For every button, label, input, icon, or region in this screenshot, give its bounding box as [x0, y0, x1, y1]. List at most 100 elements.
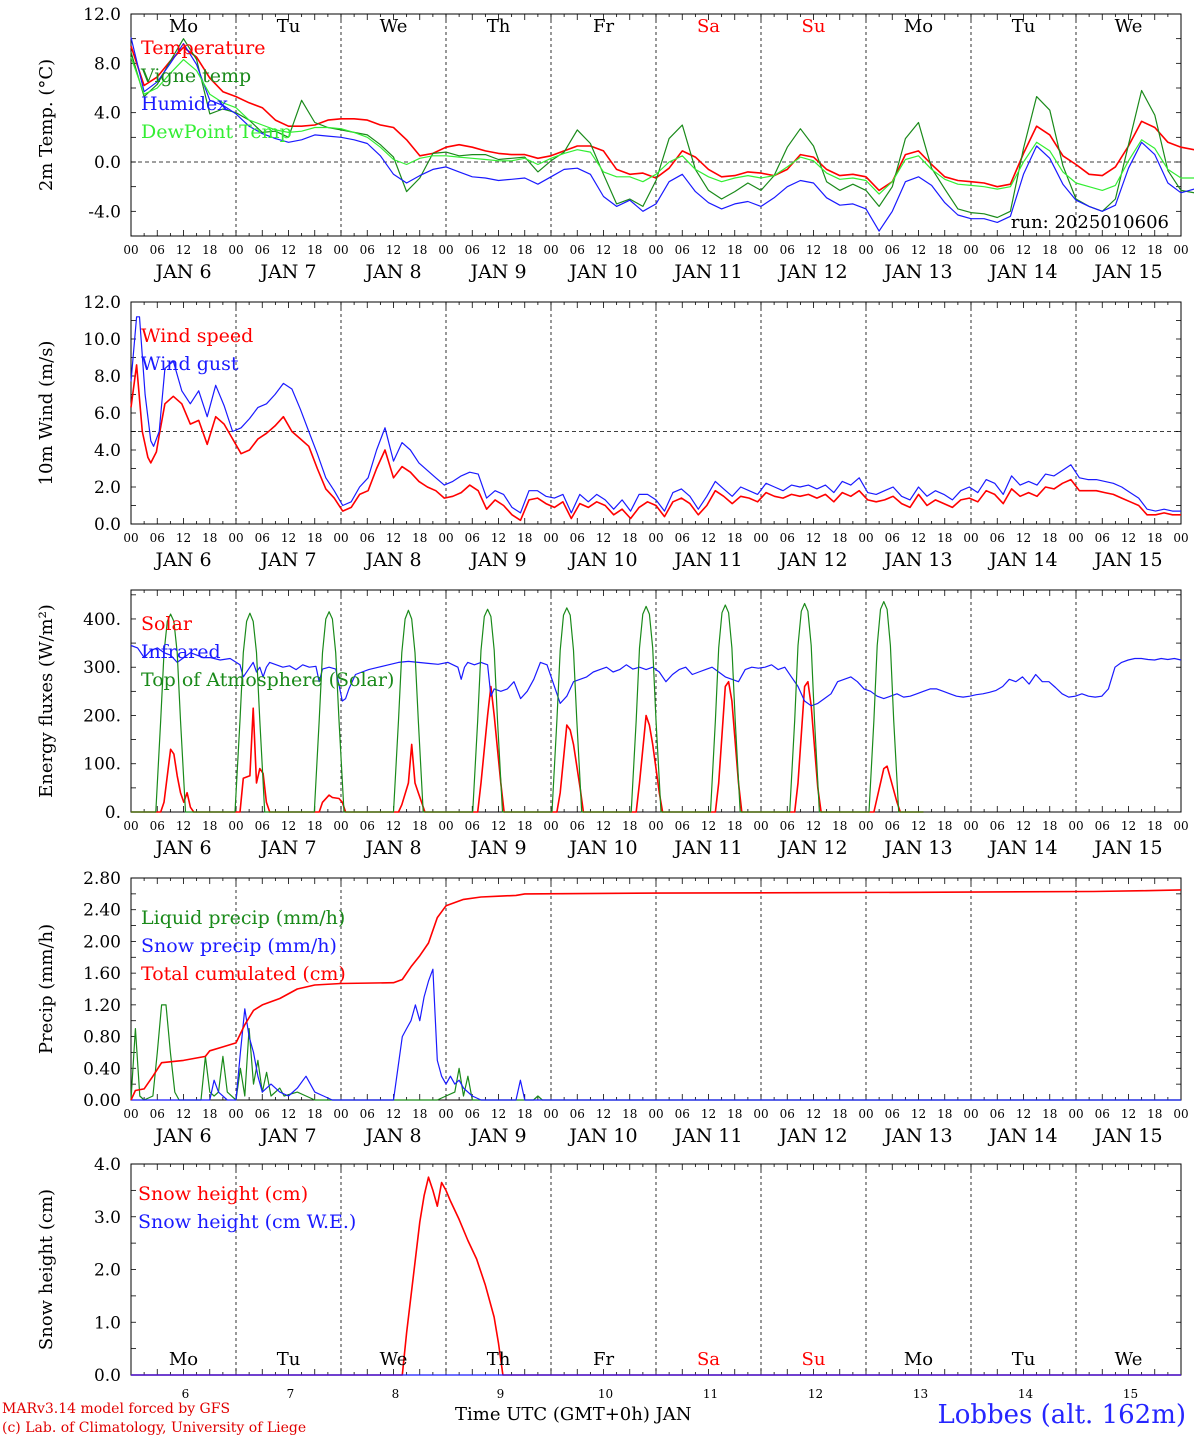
y-axis-title: 10m Wind (m/s): [36, 341, 57, 486]
hour-label: 12: [1016, 1107, 1031, 1121]
hour-label: 18: [412, 819, 427, 833]
hour-label: 18: [622, 531, 637, 545]
hour-label: 18: [832, 531, 847, 545]
hour-label: 12: [1121, 243, 1136, 257]
hour-label: 12: [491, 1107, 506, 1121]
date-label: JAN 6: [153, 549, 211, 571]
hour-label: 12: [911, 1107, 926, 1121]
hour-label: 06: [885, 819, 900, 833]
hour-label: 12: [806, 819, 821, 833]
hour-label: 18: [1147, 531, 1162, 545]
weekday-label: Su: [802, 16, 826, 37]
y-tick-label: 8.0: [94, 54, 121, 74]
hour-label: 00: [858, 819, 873, 833]
date-label: JAN 8: [363, 261, 421, 283]
hour-label: 06: [570, 243, 585, 257]
hour-label: 18: [1042, 819, 1057, 833]
hour-label: 18: [622, 243, 637, 257]
weekday-label: Tu: [1012, 1349, 1036, 1370]
hour-label: 06: [465, 531, 480, 545]
date-label: JAN 10: [567, 549, 637, 571]
hour-label: 18: [307, 243, 322, 257]
hour-label: 18: [937, 531, 952, 545]
hour-label: 00: [438, 819, 453, 833]
hour-label: 18: [412, 1107, 427, 1121]
y-tick-label: 0.00: [83, 1091, 121, 1111]
hour-label: 12: [911, 819, 926, 833]
date-label: JAN 6: [153, 1125, 211, 1147]
hour-label: 18: [517, 1107, 532, 1121]
panel-1: -4.0 0.0 4.0 8.0 12.0 2m Temp. (°C) 00 06 12 18 00…: [36, 5, 1194, 283]
y-tick-label: 0.0: [94, 515, 121, 535]
hour-label: 00: [1068, 243, 1083, 257]
panel-2: 0.0 2.0 4.0 6.0 8.0 10.0 12.0 10m Wind (m/s) 00 0…: [36, 293, 1189, 571]
hour-label: 12: [1016, 243, 1031, 257]
hour-label: 00: [123, 531, 138, 545]
legend-entry: Vigne temp: [140, 65, 251, 87]
model-credit: MARv3.14 model forced by GFS: [2, 1401, 231, 1417]
legend-entry: Snow height (cm W.E.): [138, 1211, 356, 1233]
hour-label: 00: [963, 243, 978, 257]
hour-label: 18: [727, 243, 742, 257]
day-number-label: 13: [913, 1387, 928, 1401]
day-number-label: 10: [598, 1387, 613, 1401]
y-tick-label: 8.0: [94, 367, 121, 387]
date-label: JAN 9: [468, 837, 526, 859]
date-label: JAN 9: [468, 549, 526, 571]
hour-label: 06: [465, 819, 480, 833]
date-label: JAN 12: [777, 549, 847, 571]
hour-label: 00: [228, 1107, 243, 1121]
hour-label: 00: [963, 819, 978, 833]
hour-label: 18: [307, 819, 322, 833]
hour-label: 06: [255, 531, 270, 545]
weekday-label: Mo: [904, 1349, 933, 1370]
hour-label: 06: [780, 1107, 795, 1121]
hour-label: 18: [202, 243, 217, 257]
hour-label: 18: [1042, 243, 1057, 257]
hour-label: 06: [255, 819, 270, 833]
hour-label: 06: [990, 1107, 1005, 1121]
y-axis-title: Energy fluxes (W/m²): [36, 604, 57, 798]
weekday-label: Tu: [277, 16, 301, 37]
legend-entry: DewPoint Temp: [141, 121, 292, 143]
hour-label: 06: [360, 243, 375, 257]
weekday-label: Th: [487, 16, 511, 37]
y-tick-label: 200.: [83, 706, 121, 726]
hour-label: 00: [123, 243, 138, 257]
hour-label: 00: [228, 243, 243, 257]
hour-label: 12: [386, 1107, 401, 1121]
hour-label: 06: [360, 531, 375, 545]
hour-label: 12: [1016, 819, 1031, 833]
date-label: JAN 12: [777, 261, 847, 283]
hour-label: 06: [675, 243, 690, 257]
legend-entry: Top of Atmosphere (Solar): [141, 669, 394, 691]
date-label: JAN 15: [1092, 1125, 1162, 1147]
day-number-label: 14: [1018, 1387, 1034, 1401]
hour-label: 06: [150, 531, 165, 545]
run-label: run: 2025010606: [1011, 212, 1169, 233]
hour-label: 00: [438, 243, 453, 257]
series-line-1: [130, 45, 1194, 192]
hour-label: 06: [885, 531, 900, 545]
hour-label: 00: [753, 243, 768, 257]
hour-label: 12: [596, 531, 611, 545]
hour-label: 18: [1147, 1107, 1162, 1121]
hour-label: 06: [570, 819, 585, 833]
legend-entry: Infrared: [141, 641, 221, 663]
hour-label: 00: [858, 531, 873, 545]
hour-label: 00: [648, 819, 663, 833]
series-line-2: [130, 644, 1182, 707]
date-label: JAN 7: [258, 549, 316, 571]
panel-3: 0. 100. 200. 300. 400. Energy fluxes (W/m²) 00…: [36, 589, 1189, 859]
hour-label: 06: [1095, 243, 1110, 257]
hour-label: 06: [570, 1107, 585, 1121]
hour-label: 18: [202, 531, 217, 545]
y-tick-label: 4.0: [94, 104, 121, 124]
hour-label: 00: [1068, 819, 1083, 833]
hour-label: 00: [753, 819, 768, 833]
y-axis-title: Snow height (cm): [36, 1189, 57, 1350]
hour-label: 18: [202, 1107, 217, 1121]
hour-label: 00: [543, 819, 558, 833]
hour-label: 18: [307, 1107, 322, 1121]
date-label: JAN 9: [468, 261, 526, 283]
